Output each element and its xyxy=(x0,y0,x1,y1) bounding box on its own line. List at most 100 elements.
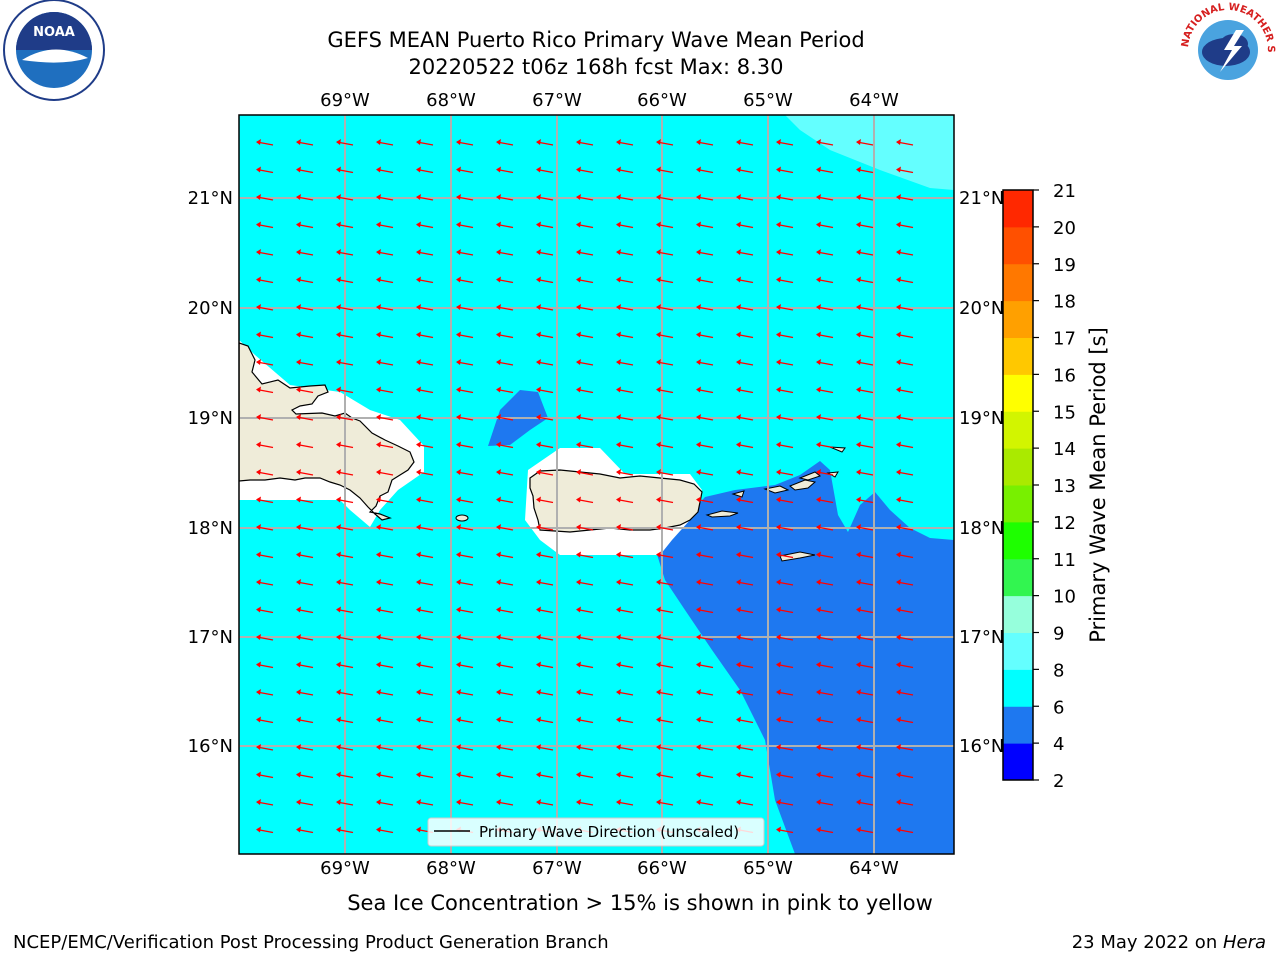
wave-arrow xyxy=(736,661,754,669)
colorbar-tick-label: 4 xyxy=(1053,734,1064,755)
wave-arrow xyxy=(456,386,474,394)
lat-labels-right: 21°N 20°N 19°N 18°N 17°N 16°N xyxy=(959,188,1004,757)
wave-arrow xyxy=(736,414,754,421)
wave-arrow xyxy=(896,194,914,201)
wave-arrow xyxy=(736,799,754,806)
wave-arrow xyxy=(656,359,674,366)
wave-arrow xyxy=(856,826,874,834)
wave-arrow xyxy=(696,496,714,504)
wave-arrow xyxy=(296,661,314,669)
wave-arrow xyxy=(336,689,354,696)
wave-arrow xyxy=(816,139,834,146)
wave-arrow xyxy=(336,744,354,751)
wave-arrow xyxy=(496,166,514,174)
wave-arrow xyxy=(696,194,714,201)
wave-arrow xyxy=(616,606,634,614)
colorbar-swatch xyxy=(1003,448,1033,486)
wave-arrow xyxy=(616,634,634,641)
wave-arrow xyxy=(456,716,474,724)
wave-arrow xyxy=(896,826,914,834)
wave-arrow xyxy=(696,634,714,641)
wave-arrow xyxy=(376,304,394,311)
wave-arrow xyxy=(896,496,914,504)
wave-arrow xyxy=(816,579,834,586)
wave-arrow xyxy=(656,689,674,696)
lat-labels-left: 21°N 20°N 19°N 18°N 17°N 16°N xyxy=(188,188,233,757)
wave-arrow xyxy=(376,359,394,366)
wave-arrow xyxy=(536,386,554,394)
colorbar-swatch xyxy=(1003,226,1033,265)
wave-arrow xyxy=(536,551,554,559)
wave-arrow xyxy=(456,799,474,806)
wave-arrow xyxy=(496,139,514,146)
wave-arrow xyxy=(376,249,394,256)
lat-label-right: 18°N xyxy=(959,518,1004,539)
wave-arrow xyxy=(296,744,314,751)
colorbar-tick-label: 13 xyxy=(1053,476,1076,497)
map-subtitle: 20220522 t06z 168h fcst Max: 8.30 xyxy=(408,55,784,79)
wave-arrow xyxy=(256,826,274,834)
wave-arrow xyxy=(856,249,874,256)
wave-arrow xyxy=(656,276,674,284)
wave-arrow xyxy=(696,166,714,174)
colorbar-swatch xyxy=(1003,263,1033,302)
wave-arrow xyxy=(616,771,634,779)
period-field-4-6-east xyxy=(655,461,954,854)
wave-arrow xyxy=(776,606,794,614)
puerto-rico-landmass xyxy=(529,469,703,533)
wave-arrow xyxy=(616,469,634,476)
wave-arrow xyxy=(376,469,394,476)
wave-arrow xyxy=(576,689,594,696)
wave-arrow xyxy=(616,551,634,559)
wave-arrow xyxy=(296,689,314,696)
wave-arrow xyxy=(616,249,634,256)
wave-arrow xyxy=(456,771,474,779)
wave-arrow xyxy=(576,331,594,339)
wave-arrow xyxy=(256,716,274,724)
wave-arrow xyxy=(296,551,314,559)
wave-arrow xyxy=(296,579,314,586)
tortola-island xyxy=(789,479,817,491)
wave-arrow xyxy=(896,744,914,751)
wave-arrow xyxy=(816,854,833,860)
colorbar-swatch xyxy=(1003,669,1033,707)
wave-arrow xyxy=(576,524,594,531)
wave-arrow xyxy=(696,276,714,284)
lat-label-right: 21°N xyxy=(959,188,1004,209)
wave-arrow xyxy=(856,716,874,724)
wave-arrow xyxy=(616,799,634,806)
wave-arrow xyxy=(776,826,794,834)
wave-arrow xyxy=(376,221,394,229)
wave-arrow xyxy=(696,854,713,860)
wave-arrow xyxy=(336,414,354,421)
wave-arrow xyxy=(296,441,314,449)
wave-arrow xyxy=(336,716,354,724)
lat-label-left: 17°N xyxy=(188,627,233,648)
wave-arrow xyxy=(616,496,634,504)
wave-arrow xyxy=(536,524,554,531)
wave-arrow xyxy=(416,441,434,449)
wave-arrow xyxy=(616,304,634,311)
wave-arrow xyxy=(576,634,594,641)
wave-arrow xyxy=(296,634,314,641)
colorbar-tick-label: 6 xyxy=(1053,697,1064,718)
wave-arrow xyxy=(336,304,354,311)
wave-arrow xyxy=(456,304,474,311)
wave-arrow xyxy=(616,441,634,449)
wave-arrow xyxy=(376,276,394,284)
wave-arrow xyxy=(416,716,434,724)
wave-arrow xyxy=(896,771,914,779)
wave-arrow xyxy=(736,166,754,174)
wave-arrow xyxy=(256,441,274,449)
wave-arrow xyxy=(896,276,914,284)
lon-label-top: 68°W xyxy=(426,90,476,111)
wave-arrow xyxy=(456,194,474,201)
wave-arrow xyxy=(536,744,554,751)
colorbar-tick-label: 11 xyxy=(1053,550,1076,571)
wave-arrow xyxy=(696,249,714,256)
wave-arrow xyxy=(856,689,874,696)
wave-arrow xyxy=(816,166,834,174)
wave-arrow xyxy=(376,524,394,531)
wave-arrow xyxy=(376,854,393,860)
wave-arrow xyxy=(416,689,434,696)
